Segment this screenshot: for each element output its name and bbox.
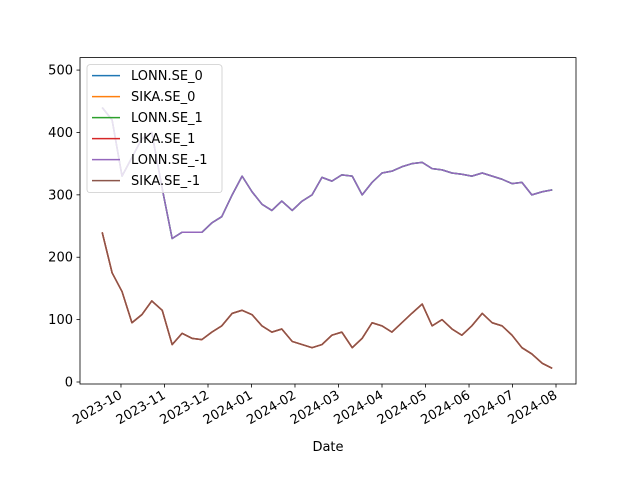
legend-label: SIKA.SE_0	[131, 90, 195, 105]
series-line	[101, 232, 553, 369]
y-tick-label: 200	[48, 251, 73, 266]
y-tick-label: 300	[48, 188, 73, 203]
y-tick-label: 0	[65, 376, 73, 391]
x-axis-label: Date	[312, 440, 343, 455]
legend-label: LONN.SE_1	[131, 111, 203, 126]
y-tick-label: 400	[48, 126, 73, 141]
plot-frame	[79, 57, 577, 385]
legend-label: LONN.SE_-1	[131, 153, 208, 168]
y-tick-label: 100	[48, 313, 73, 328]
series-line	[101, 107, 553, 240]
legend-box	[86, 64, 223, 193]
legend-label: LONN.SE_0	[131, 69, 203, 84]
legend-label: SIKA.SE_-1	[131, 174, 200, 189]
legend-label: SIKA.SE_1	[131, 132, 195, 147]
y-tick-label: 500	[48, 64, 73, 79]
